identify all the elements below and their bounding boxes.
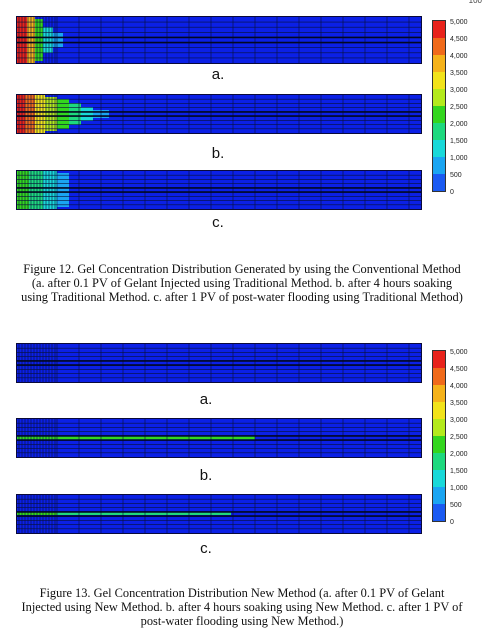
legend-tick: 1,000	[450, 485, 468, 492]
fig12-label-b: b.	[211, 145, 225, 162]
legend-tick: 1,000	[450, 155, 468, 162]
legend-tick: 2,000	[450, 451, 468, 458]
legend-tick: 5,000	[450, 349, 468, 356]
legend-tick: 5,000	[450, 19, 468, 26]
caption-line: post-water flooding using New Method.)	[140, 614, 344, 628]
legend-tick: 4,000	[450, 383, 468, 390]
caption-line: Figure 13. Gel Concentration Distributio…	[39, 586, 445, 600]
fig13-panel-c-grid	[17, 495, 421, 533]
corner-mark: 100	[468, 0, 482, 5]
fig12-panel-a-grid	[17, 17, 421, 63]
legend-tick: 4,500	[450, 36, 468, 43]
legend-tick: 4,500	[450, 366, 468, 373]
fig13-label-b: b.	[199, 467, 213, 484]
legend-tick: 2,500	[450, 434, 468, 441]
legend-tick: 3,500	[450, 70, 468, 77]
fig12-panel-c-grid	[17, 171, 421, 209]
legend-tick: 0	[450, 519, 454, 526]
legend-tick: 2,000	[450, 121, 468, 128]
fig13-panel-c	[16, 494, 422, 534]
fig13-panel-b	[16, 418, 422, 458]
fig13-panel-b-grid	[17, 419, 421, 457]
legend-tick: 3,000	[450, 87, 468, 94]
fig13-panel-a	[16, 343, 422, 383]
fig12-label-c: c.	[212, 214, 224, 231]
fig13-caption: Figure 13. Gel Concentration Distributio…	[12, 586, 472, 628]
caption-line: (a. after 0.1 PV of Gelant Injected usin…	[31, 276, 453, 290]
caption-line: using Traditional Method. c. after 1 PV …	[21, 290, 463, 304]
legend-tick: 1,500	[450, 468, 468, 475]
legend-tick: 4,000	[450, 53, 468, 60]
fig12-panel-b-grid	[17, 95, 421, 133]
legend-tick: 2,500	[450, 104, 468, 111]
fig13-label-c: c.	[200, 540, 212, 557]
fig12-panel-a	[16, 16, 422, 64]
color-scale-bar	[432, 350, 446, 522]
legend-tick: 3,500	[450, 400, 468, 407]
legend-tick: 1,500	[450, 138, 468, 145]
fig12-label-a: a.	[211, 66, 225, 83]
fig12-caption: Figure 12. Gel Concentration Distributio…	[12, 262, 472, 304]
fig12-panel-b	[16, 94, 422, 134]
legend-tick: 3,000	[450, 417, 468, 424]
legend-tick: 500	[450, 502, 462, 509]
fig13-panel-a-grid	[17, 344, 421, 382]
legend-tick: 500	[450, 172, 462, 179]
caption-line: Injected using New Method. b. after 4 ho…	[21, 600, 463, 614]
fig13-label-a: a.	[199, 391, 213, 408]
fig12-panel-c	[16, 170, 422, 210]
caption-line: Figure 12. Gel Concentration Distributio…	[23, 262, 461, 276]
legend-tick: 0	[450, 189, 454, 196]
color-scale-bar	[432, 20, 446, 192]
